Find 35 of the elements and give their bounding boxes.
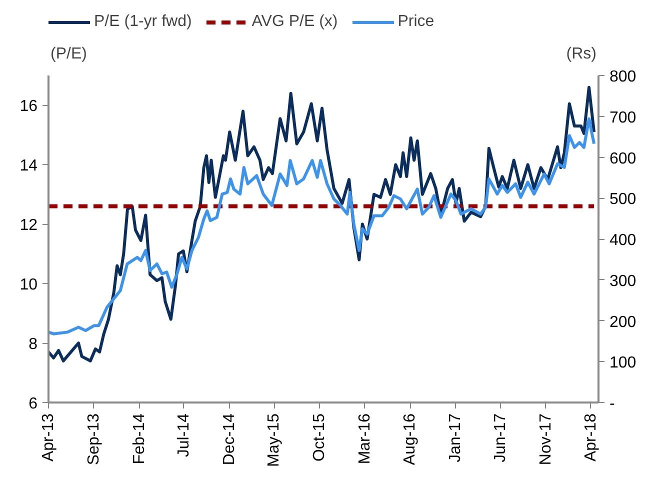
legend-label: P/E (1-yr fwd)	[94, 13, 192, 31]
x-tick-label: Apr-18	[582, 413, 600, 462]
y2-tick-label: 800	[610, 68, 636, 86]
y-tick-label: 6	[28, 396, 38, 412]
y2-axis-title: (Rs)	[566, 46, 597, 62]
y-axis-title: (P/E)	[50, 46, 87, 62]
y2-tick-label: 400	[610, 232, 636, 249]
y2-tick-label: 300	[610, 272, 636, 290]
y2-tick-label: 600	[610, 150, 636, 168]
legend-label: AVG P/E (x)	[252, 13, 338, 31]
y-tick-label: 16	[20, 98, 38, 116]
x-tick-label: Mar-16	[356, 413, 374, 464]
x-tick-label: Feb-14	[130, 413, 148, 464]
x-tick-label: Jul-14	[175, 413, 192, 458]
x-tick-label: Oct-15	[311, 413, 328, 462]
y2-tick-label: 700	[610, 109, 636, 126]
y-tick-label: 10	[20, 276, 38, 294]
x-tick-label: Jun-17	[492, 413, 509, 462]
y-tick-label: 12	[20, 217, 38, 234]
x-tick-label: Apr-13	[40, 413, 57, 462]
x-tick-label: Jan-17	[447, 413, 464, 462]
y2-tick-label: 100	[610, 354, 636, 372]
line-series	[48, 86, 596, 362]
y2-tick-label: -	[610, 396, 615, 412]
line-series	[48, 117, 596, 336]
x-tick-label: Dec-14	[220, 413, 238, 466]
y2-tick-label: 200	[610, 314, 636, 331]
legend-label: Price	[398, 13, 434, 31]
x-tick-label: Sep-13	[85, 413, 102, 466]
y2-tick-label: 500	[610, 191, 636, 208]
y-tick-label: 8	[28, 336, 38, 354]
x-tick-label: May-15	[266, 413, 283, 467]
y-tick-label: 14	[20, 158, 38, 175]
x-tick-label: Aug-16	[402, 413, 419, 466]
x-tick-label: Nov-17	[537, 413, 554, 466]
